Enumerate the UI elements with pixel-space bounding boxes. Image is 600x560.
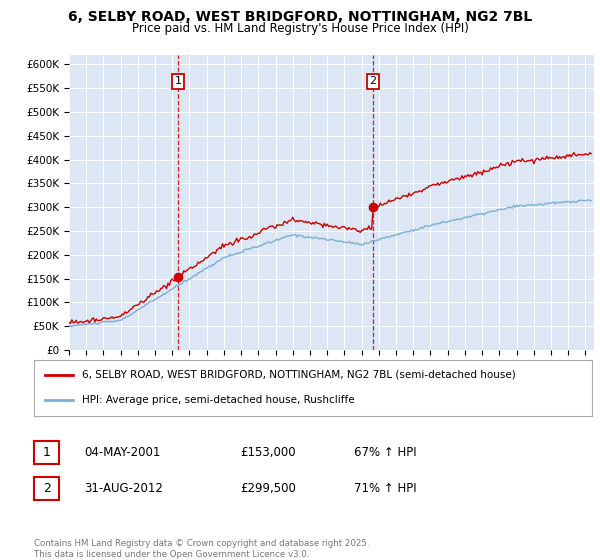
Text: 1: 1 (43, 446, 51, 459)
Text: 31-AUG-2012: 31-AUG-2012 (84, 482, 163, 495)
Text: 71% ↑ HPI: 71% ↑ HPI (354, 482, 416, 495)
Text: 2: 2 (43, 482, 51, 495)
Text: £153,000: £153,000 (240, 446, 296, 459)
Text: £299,500: £299,500 (240, 482, 296, 495)
Text: Price paid vs. HM Land Registry's House Price Index (HPI): Price paid vs. HM Land Registry's House … (131, 22, 469, 35)
Text: Contains HM Land Registry data © Crown copyright and database right 2025.
This d: Contains HM Land Registry data © Crown c… (34, 539, 370, 559)
Text: 2: 2 (370, 77, 377, 86)
Text: HPI: Average price, semi-detached house, Rushcliffe: HPI: Average price, semi-detached house,… (82, 395, 354, 405)
Text: 1: 1 (175, 77, 182, 86)
Text: 6, SELBY ROAD, WEST BRIDGFORD, NOTTINGHAM, NG2 7BL: 6, SELBY ROAD, WEST BRIDGFORD, NOTTINGHA… (68, 10, 532, 24)
Text: 04-MAY-2001: 04-MAY-2001 (84, 446, 160, 459)
Text: 6, SELBY ROAD, WEST BRIDGFORD, NOTTINGHAM, NG2 7BL (semi-detached house): 6, SELBY ROAD, WEST BRIDGFORD, NOTTINGHA… (82, 370, 515, 380)
Text: 67% ↑ HPI: 67% ↑ HPI (354, 446, 416, 459)
